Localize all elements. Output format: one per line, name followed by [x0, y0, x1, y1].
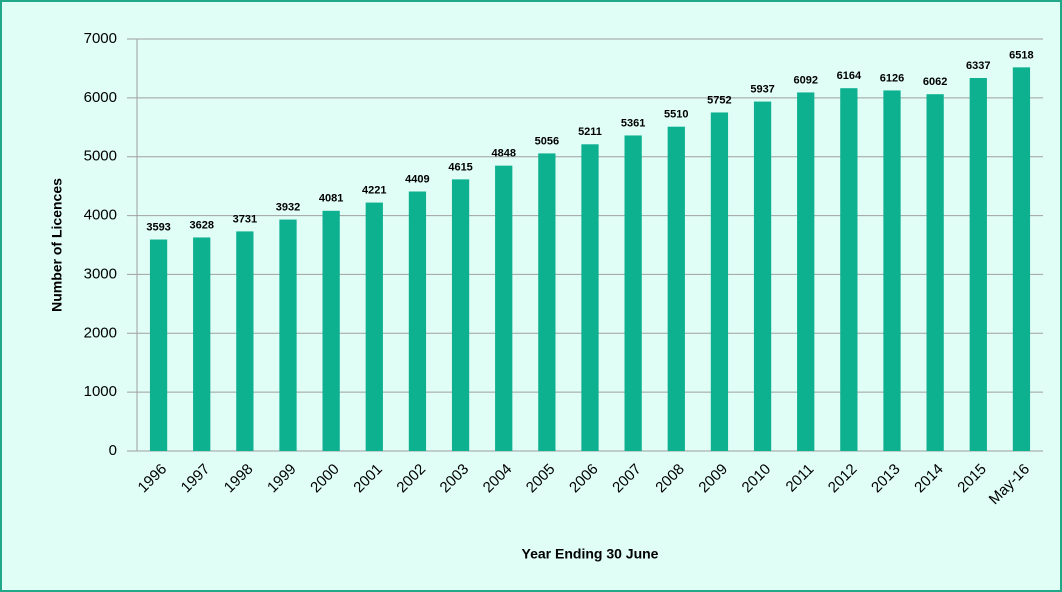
value-label: 4848 [491, 148, 515, 160]
bar [667, 126, 685, 451]
value-label: 5211 [578, 126, 602, 138]
y-tick-label: 7000 [84, 30, 117, 47]
value-label: 6518 [1009, 49, 1033, 61]
value-label: 4221 [362, 184, 386, 196]
value-label: 3932 [276, 201, 300, 213]
value-label: 4081 [319, 193, 343, 205]
value-label: 6337 [966, 60, 990, 72]
value-label: 3628 [189, 219, 213, 231]
y-tick-label: 3000 [84, 265, 117, 282]
bar [193, 237, 211, 451]
bar [279, 219, 297, 451]
y-tick-label: 4000 [84, 207, 117, 224]
bar [408, 191, 427, 452]
x-axis-title: Year Ending 30 June [522, 546, 659, 562]
bar [969, 78, 987, 452]
bar [451, 179, 470, 452]
bar [883, 90, 901, 452]
y-tick-label: 1000 [84, 383, 117, 400]
bar [495, 165, 513, 451]
value-label: 6062 [923, 76, 947, 88]
value-label: 6092 [793, 74, 817, 86]
value-label: 4615 [448, 161, 472, 173]
bar [149, 239, 168, 451]
bar [624, 135, 642, 451]
bar [710, 112, 729, 452]
value-label: 6126 [880, 72, 904, 84]
value-label: 6164 [837, 70, 862, 82]
value-label: 5937 [750, 83, 774, 95]
bar [926, 94, 944, 451]
y-tick-label: 2000 [84, 324, 117, 341]
y-tick-label: 6000 [84, 89, 117, 106]
y-tick-label: 5000 [84, 148, 117, 165]
bar [322, 210, 340, 451]
value-label: 5056 [535, 135, 559, 147]
value-label: 5361 [621, 117, 645, 129]
value-label: 5752 [707, 94, 731, 106]
y-axis-title: Number of Licences [49, 178, 65, 312]
bar [538, 153, 556, 452]
bar [1012, 67, 1031, 451]
value-label: 3731 [233, 213, 257, 225]
bar [797, 92, 815, 451]
bar [236, 231, 254, 451]
bar [840, 88, 858, 451]
bar [581, 144, 599, 452]
value-label: 3593 [146, 221, 170, 233]
value-label: 4409 [405, 173, 429, 185]
bar [753, 101, 772, 452]
y-tick-label: 0 [109, 442, 117, 459]
value-label: 5510 [664, 109, 688, 121]
bar [365, 202, 383, 451]
